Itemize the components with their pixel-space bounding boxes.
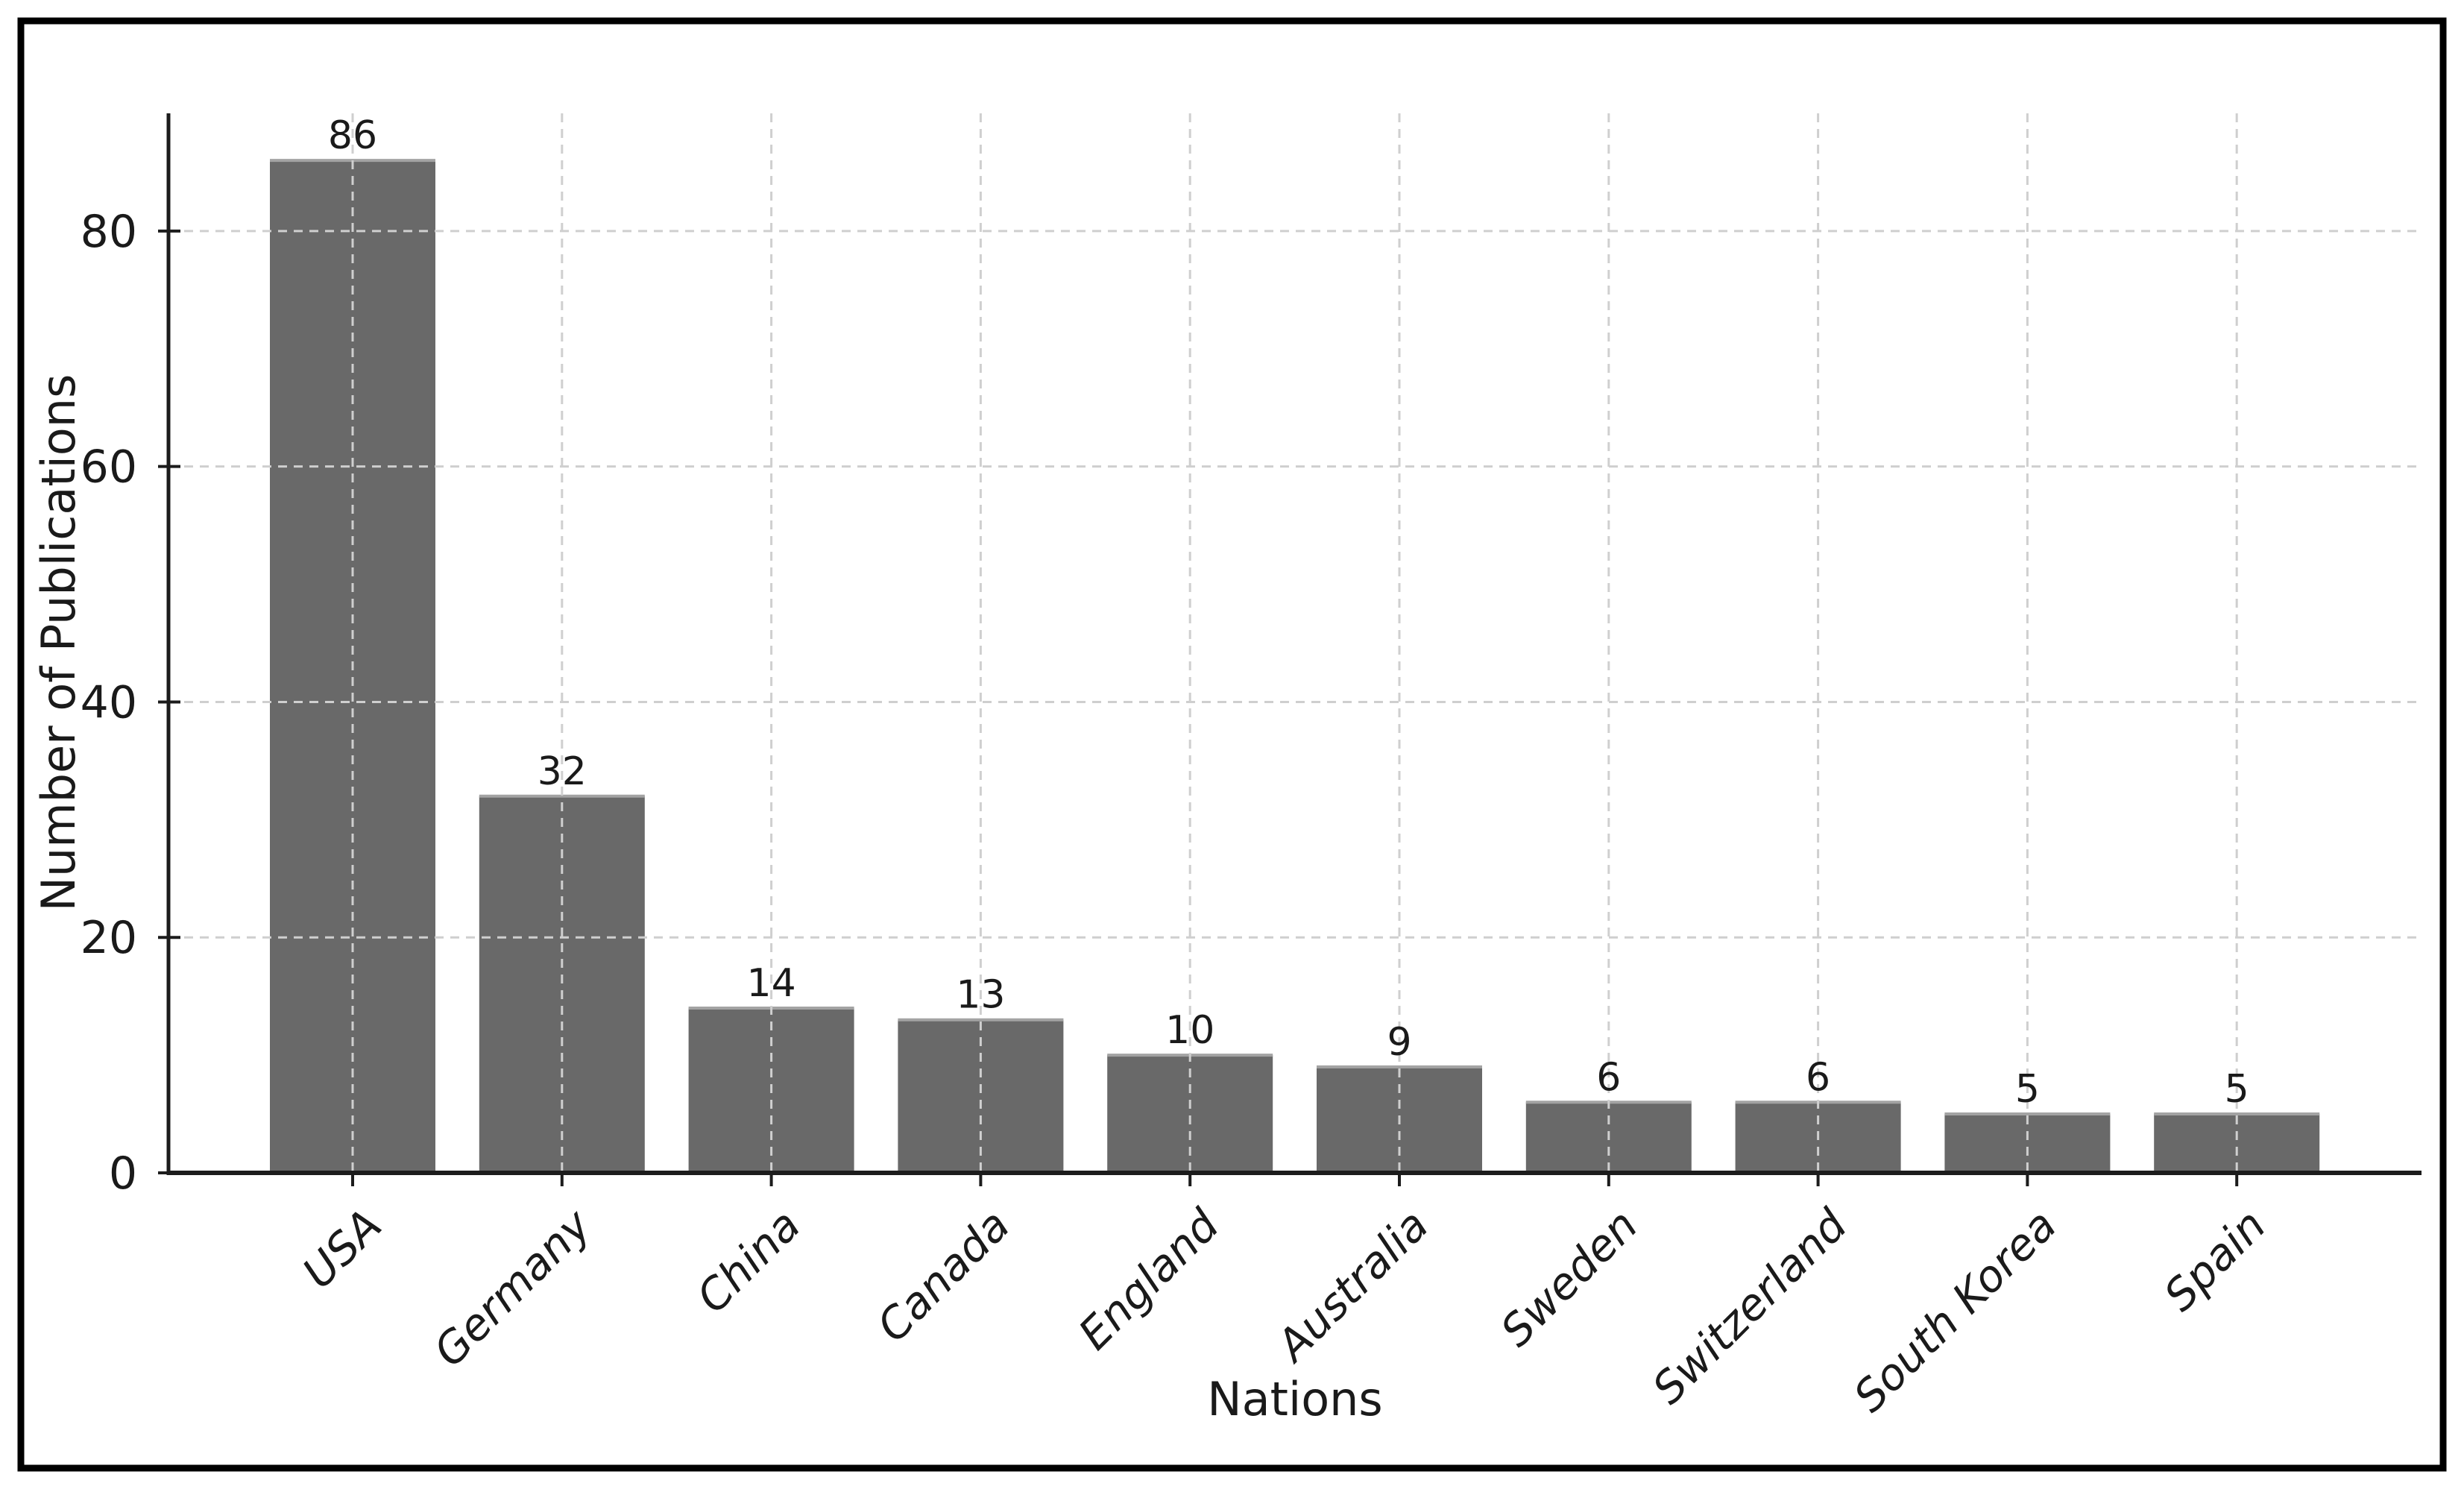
bar-value-label: 14 (747, 961, 796, 1006)
y-tick-label: 80 (81, 206, 137, 258)
bar-value-label: 5 (2225, 1067, 2249, 1112)
x-tick-label: South Korea (1844, 1200, 2066, 1422)
bar-value-label: 6 (1806, 1055, 1830, 1100)
y-tick-label: 20 (81, 912, 137, 964)
y-axis-label: Number of Publications (31, 374, 86, 912)
x-axis-label: Nations (1207, 1372, 1382, 1426)
x-tick-label: USA (293, 1200, 391, 1298)
axes-group (158, 113, 2422, 1186)
y-tick-label: 60 (81, 441, 137, 494)
x-tick-label: England (1069, 1199, 1229, 1359)
bar-value-label: 32 (538, 749, 587, 794)
value-labels-group: 86 32 14 13 10 9 6 6 5 5 (328, 113, 2249, 1112)
gridlines-group (168, 113, 2422, 1173)
bar-value-label: 10 (1165, 1008, 1214, 1053)
x-tick-label: Germany (423, 1199, 601, 1376)
y-tick-label: 0 (109, 1148, 137, 1200)
x-tick-label: Sweden (1491, 1200, 1648, 1356)
bar-value-label: 13 (956, 973, 1005, 1018)
bar-value-label: 86 (328, 113, 377, 158)
x-tick-label: Canada (867, 1200, 1019, 1352)
x-tick-label: Australia (1265, 1200, 1438, 1373)
bar (479, 796, 645, 1173)
x-tick-label: China (687, 1200, 810, 1323)
bars-group (270, 159, 2320, 1174)
bar-value-label: 6 (1596, 1055, 1621, 1100)
bar-value-label: 9 (1387, 1020, 1411, 1065)
x-tick-label: Switzerland (1642, 1199, 1857, 1414)
y-tick-label: 40 (81, 676, 137, 728)
bar-value-label: 5 (2015, 1067, 2040, 1112)
figure-border (17, 17, 2447, 1472)
x-tick-label: Spain (2154, 1200, 2275, 1321)
